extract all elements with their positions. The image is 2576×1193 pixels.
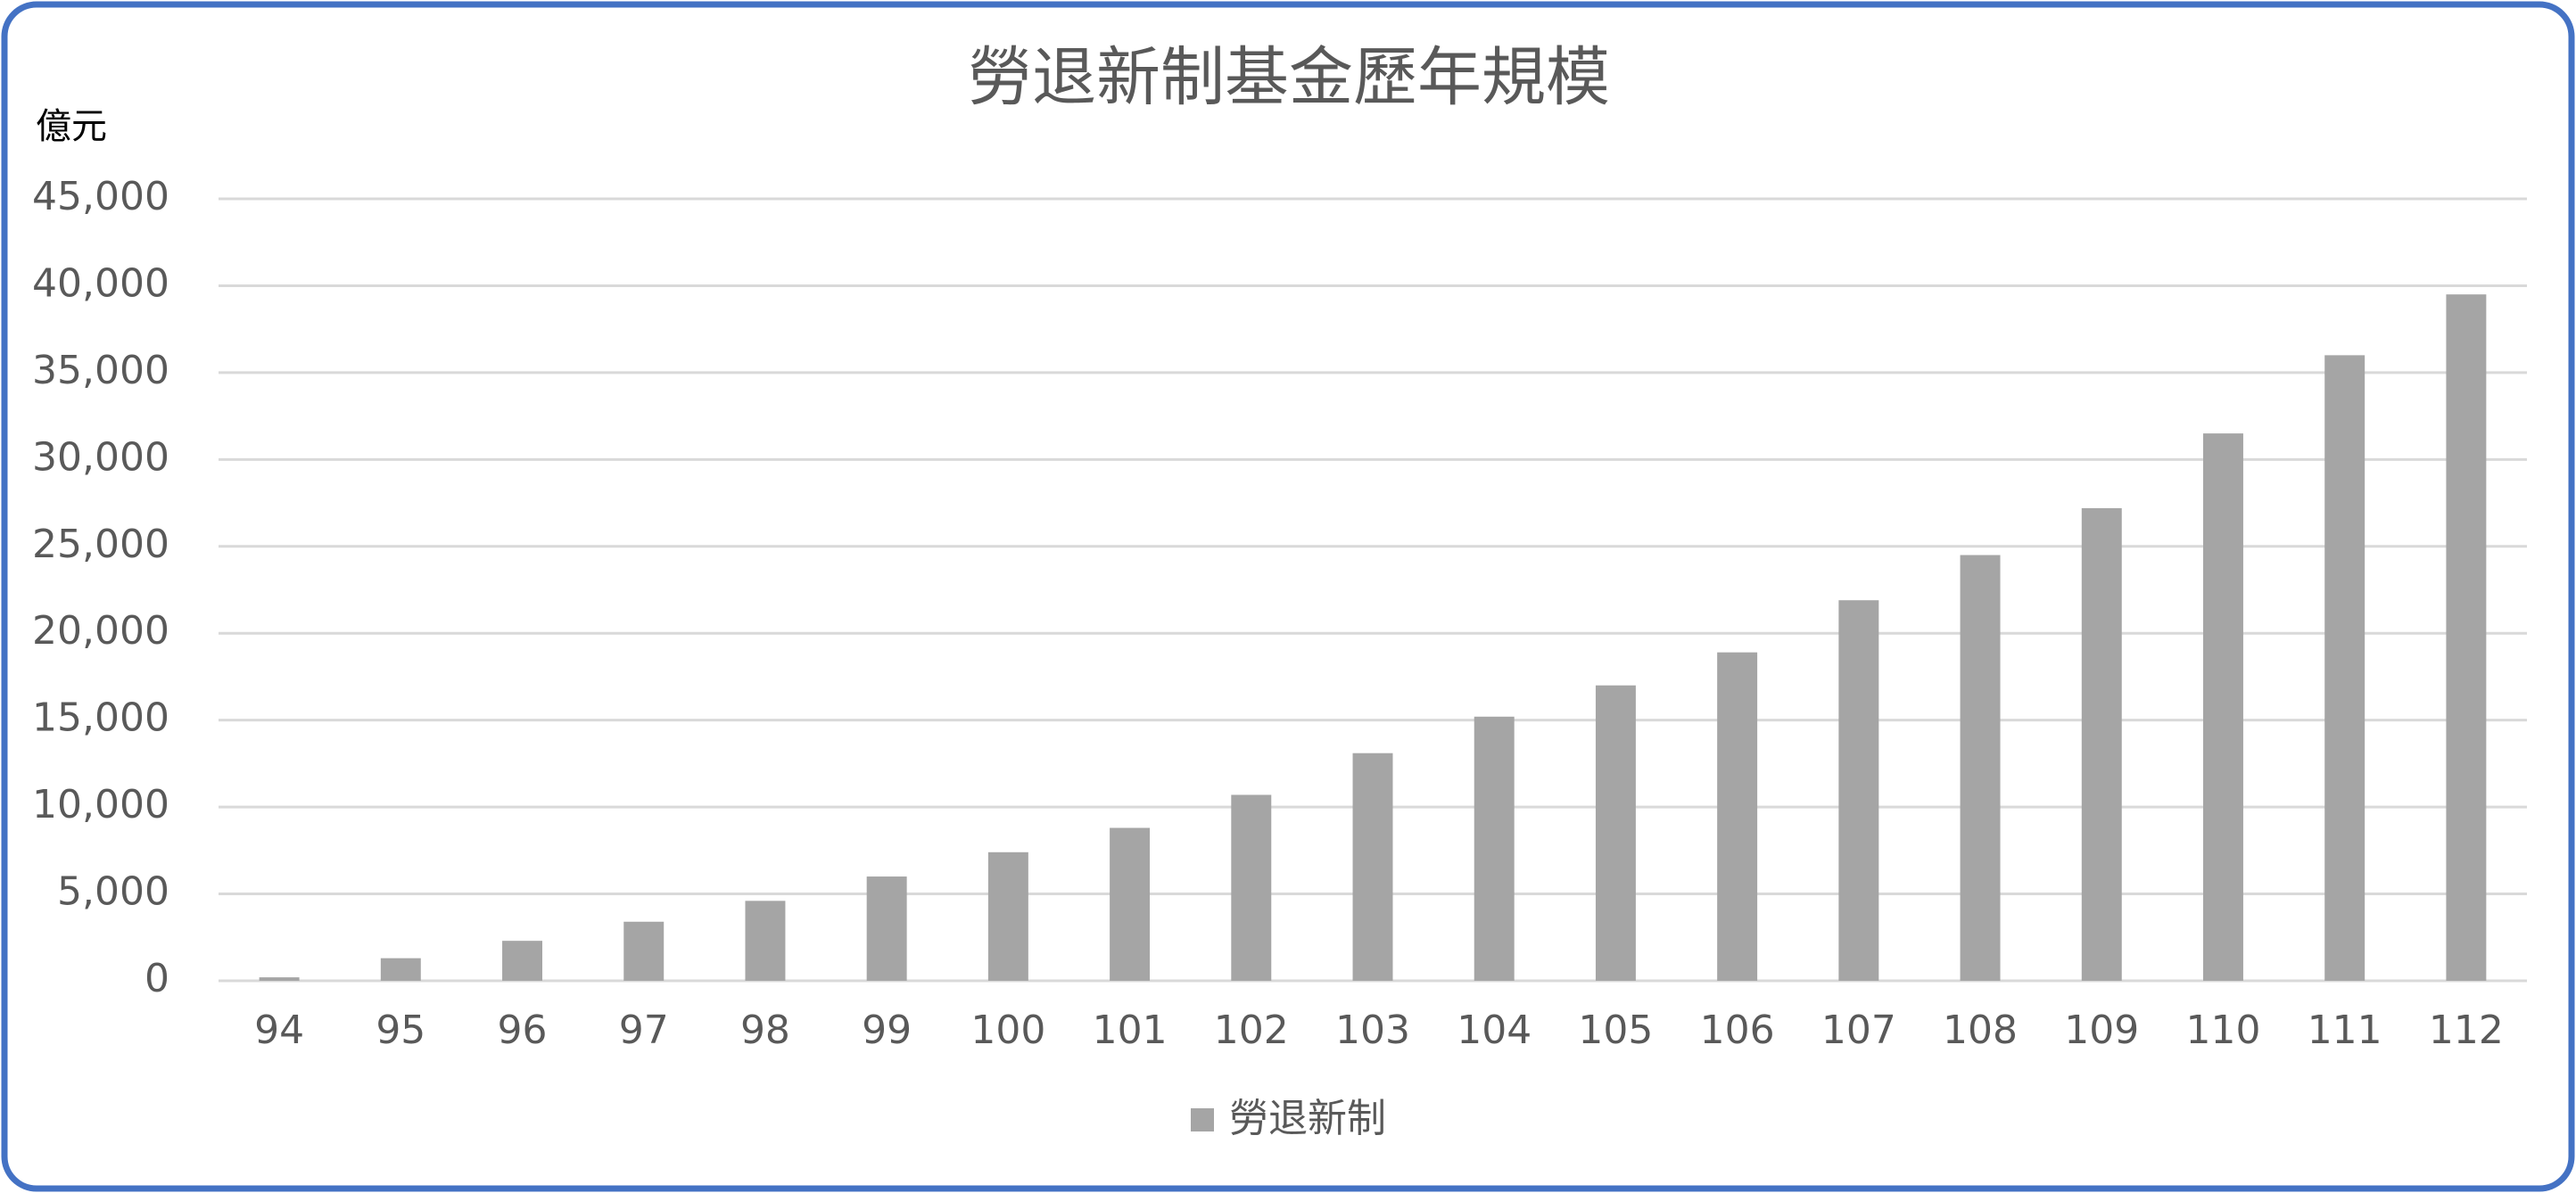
y-tick-label: 25,000	[32, 522, 169, 567]
bar	[502, 941, 543, 981]
bar	[745, 901, 786, 981]
bar	[1110, 827, 1151, 981]
x-tick-label: 96	[498, 1008, 548, 1053]
y-tick-label: 20,000	[32, 608, 169, 654]
x-tick-label: 111	[2308, 1008, 2382, 1053]
x-tick-label: 99	[862, 1008, 912, 1053]
x-tick-label: 95	[376, 1008, 425, 1053]
x-tick-label: 101	[1093, 1008, 1168, 1053]
x-tick-label: 112	[2429, 1008, 2504, 1053]
bar	[1595, 685, 1636, 981]
y-tick-label: 0	[144, 956, 169, 1001]
x-tick-label: 100	[970, 1008, 1045, 1053]
x-tick-label: 103	[1335, 1008, 1410, 1053]
x-tick-label: 106	[1700, 1008, 1775, 1053]
y-tick-label: 35,000	[32, 348, 169, 393]
bar	[1960, 555, 2001, 981]
bar	[2081, 507, 2122, 981]
y-tick-label: 15,000	[32, 695, 169, 741]
bar	[866, 876, 907, 981]
legend-swatch	[1191, 1108, 1214, 1131]
bar	[259, 977, 300, 981]
bar	[2202, 433, 2243, 982]
x-tick-label: 98	[740, 1008, 790, 1053]
y-tick-label: 40,000	[32, 260, 169, 306]
bar	[1717, 652, 1758, 981]
x-tick-label: 107	[1821, 1008, 1896, 1053]
bar	[2324, 355, 2365, 981]
x-tick-label: 105	[1578, 1008, 1653, 1053]
x-tick-label: 94	[254, 1008, 304, 1053]
y-tick-label: 45,000	[32, 174, 169, 219]
x-tick-label: 104	[1457, 1008, 1532, 1053]
x-tick-label: 108	[1943, 1008, 2018, 1053]
legend-label: 勞退新制	[1229, 1096, 1386, 1141]
bar	[1231, 794, 1272, 981]
chart-title: 勞退新制基金歷年規模	[968, 40, 1610, 115]
x-tick-label: 102	[1214, 1008, 1289, 1053]
bar	[987, 852, 1028, 981]
y-tick-label: 5,000	[57, 869, 169, 915]
bar	[380, 958, 421, 981]
bar	[2446, 294, 2487, 981]
y-unit-label: 億元	[36, 106, 107, 147]
bar	[1838, 600, 1879, 981]
y-tick-label: 10,000	[32, 782, 169, 827]
x-tick-label: 110	[2185, 1008, 2260, 1053]
y-tick-label: 30,000	[32, 434, 169, 480]
bar	[623, 921, 665, 981]
bar	[1474, 716, 1515, 981]
x-tick-label: 109	[2064, 1008, 2139, 1053]
bar	[1352, 753, 1393, 981]
x-tick-label: 97	[619, 1008, 669, 1053]
